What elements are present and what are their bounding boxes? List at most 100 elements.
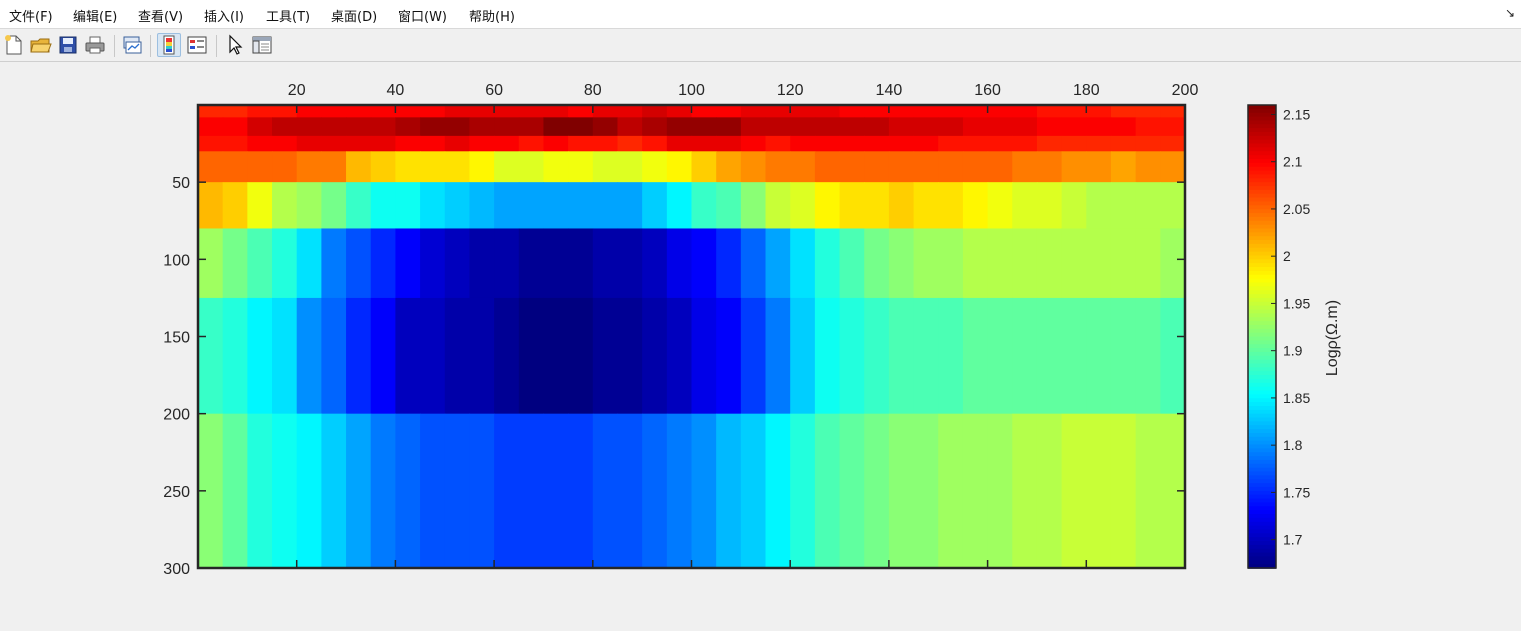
heatmap-cell (1061, 135, 1087, 152)
heatmap-cell (592, 297, 619, 415)
new-figure-icon[interactable] (2, 33, 26, 57)
heatmap-cell (543, 182, 569, 230)
y-tick-label: 300 (163, 561, 190, 578)
menu-edit[interactable]: 编辑(E) (73, 10, 118, 25)
colorbar-segment (1248, 286, 1276, 291)
insert-colorbar-icon[interactable] (157, 33, 181, 57)
colorbar-segment (1248, 116, 1276, 122)
heatmap-cell (839, 151, 865, 183)
heatmap-cell (518, 135, 545, 152)
heatmap-cell (1061, 297, 1087, 415)
menu-view[interactable]: 查看(V) (138, 10, 184, 25)
heatmap-cell (1061, 413, 1087, 569)
insert-legend-icon[interactable] (185, 33, 209, 57)
heatmap-cell (568, 228, 594, 299)
figure-toolbar (0, 30, 1521, 62)
heatmap-cell (814, 151, 841, 183)
heatmap-cell (592, 135, 619, 152)
heatmap-cell (839, 413, 865, 569)
colorbar-segment (1248, 309, 1276, 315)
colorbar-label: Logρ(Ω.m) (1324, 300, 1341, 376)
heatmap-cell (346, 135, 372, 152)
heatmap-cell (864, 182, 890, 230)
heatmap-cell (765, 413, 791, 569)
menu-tools[interactable]: 工具(T) (266, 10, 311, 25)
colorbar-segment (1248, 162, 1276, 168)
heatmap-cell (395, 228, 421, 299)
colorbar-segment (1248, 452, 1276, 457)
colorbar-segment (1248, 128, 1276, 133)
colorbar-segment (1248, 529, 1276, 535)
open-file-icon[interactable] (29, 33, 53, 57)
save-icon[interactable] (56, 33, 80, 57)
heatmap-cell (518, 105, 545, 118)
colorbar-segment (1248, 166, 1276, 172)
colorbar-segment (1248, 429, 1276, 434)
colorbar (1248, 105, 1276, 569)
heatmap-cell (469, 228, 495, 299)
menu-window[interactable]: 窗口(W) (398, 10, 447, 25)
pointer-icon[interactable] (223, 33, 247, 57)
heatmap-cell (1012, 135, 1038, 152)
heatmap-cell (1086, 297, 1112, 415)
menu-desktop[interactable]: 桌面(D) (331, 10, 378, 25)
heatmap-cell (666, 297, 693, 415)
heatmap-cell (494, 135, 520, 152)
heatmap-cell (1061, 228, 1087, 299)
heatmap-cell (1036, 413, 1063, 569)
heatmap-cell (1135, 135, 1161, 152)
colorbar-segment (1248, 394, 1276, 400)
heatmap-cell (272, 135, 298, 152)
x-tick-label: 200 (1172, 82, 1199, 99)
heatmap-cell (370, 105, 396, 118)
menu-help[interactable]: 帮助(H) (469, 10, 515, 25)
colorbar-segment (1248, 247, 1276, 253)
colorbar-segment (1248, 502, 1276, 508)
heatmap-cell (888, 151, 915, 183)
heatmap-cell (765, 135, 791, 152)
heatmap-cell (888, 297, 915, 415)
menu-file[interactable]: 文件(F) (9, 10, 53, 25)
heatmap-cell (1086, 151, 1112, 183)
heatmap-cell (395, 151, 421, 183)
heatmap-cell (666, 105, 693, 118)
heatmap-cell (346, 117, 372, 137)
heatmap-cell (642, 413, 668, 569)
colorbar-segment (1248, 544, 1276, 550)
print-icon[interactable] (83, 33, 107, 57)
x-tick-label: 140 (876, 82, 903, 99)
heatmap-cell (814, 297, 841, 415)
heatmap-cell (222, 151, 248, 183)
heatmap-cell (765, 117, 791, 137)
colorbar-segment (1248, 263, 1276, 268)
heatmap-cell (913, 413, 939, 569)
heatmap-cell (1160, 182, 1186, 230)
y-tick-label: 200 (163, 407, 190, 424)
heatmap-cell (444, 297, 471, 415)
heatmap-cell (296, 182, 322, 230)
colorbar-segment (1248, 552, 1276, 558)
heatmap-cell (222, 228, 248, 299)
heatmap-cell (1012, 413, 1038, 569)
undock-arrow-icon[interactable]: ↘ (1504, 6, 1515, 20)
heatmap-cell (296, 117, 322, 137)
property-inspector-icon[interactable] (250, 33, 274, 57)
link-plot-icon[interactable] (120, 33, 144, 57)
menu-insert[interactable]: 插入(I) (204, 10, 244, 25)
colorbar-segment (1248, 313, 1276, 319)
heatmap-cell (790, 413, 816, 569)
heatmap-cell (494, 413, 520, 569)
heatmap-cell (568, 182, 594, 230)
heatmap-cell (370, 228, 396, 299)
heatmap-cell (1110, 228, 1137, 299)
heatmap-cell (740, 135, 767, 152)
heatmap-cell (247, 105, 273, 118)
heatmap-cell (395, 413, 421, 569)
heatmap-cell (740, 105, 767, 118)
heatmap-cell (518, 117, 545, 137)
heatmap-cell (642, 151, 668, 183)
colorbar-tick-label: 1.9 (1283, 343, 1303, 359)
heatmap-cell (1036, 105, 1063, 118)
heatmap-cell (198, 151, 224, 183)
heatmap-cell (987, 151, 1013, 183)
